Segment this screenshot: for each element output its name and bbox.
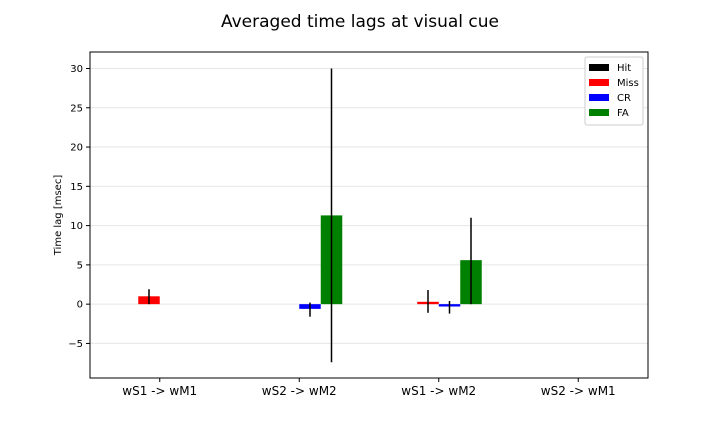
y-tick-label: 5	[77, 260, 83, 271]
y-tick-label: 25	[70, 103, 83, 114]
grid-layer	[90, 67, 648, 344]
x-tick-label: wS2 -> wM1	[541, 384, 616, 398]
y-tick-label: 15	[70, 182, 83, 193]
legend-label: Hit	[617, 63, 631, 74]
x-tick-label: wS1 -> wM1	[122, 384, 197, 398]
y-tick-label: 30	[70, 64, 83, 75]
y-tick-label: −5	[68, 339, 83, 350]
legend-swatch-cr	[589, 94, 609, 101]
y-tick-label: 0	[77, 300, 83, 311]
plot-frame	[89, 51, 649, 379]
x-tick-label: wS1 -> wM2	[401, 384, 476, 398]
y-tick-label: 10	[70, 221, 83, 232]
y-axis-label: Time lag [msec]	[53, 175, 64, 257]
legend-swatch-miss	[589, 79, 609, 86]
x-axis-ticks: wS1 -> wM1 wS2 -> wM2 wS1 -> wM2 wS2 -> wM1	[122, 378, 616, 398]
legend-label: CR	[617, 93, 631, 104]
legend-swatch-fa	[589, 109, 609, 116]
legend: Hit Miss CR FA	[584, 56, 644, 126]
legend-label: Miss	[617, 78, 639, 89]
chart-title: Averaged time lags at visual cue	[221, 12, 499, 32]
legend-label: FA	[617, 108, 629, 119]
legend-swatch-hit	[589, 64, 609, 71]
legend-box	[584, 56, 644, 126]
y-axis-ticks: 30 25 20 15 10 5 0 −5	[68, 64, 90, 350]
x-tick-label: wS2 -> wM2	[262, 384, 337, 398]
y-tick-label: 20	[70, 143, 83, 154]
bar-layer	[138, 215, 482, 309]
errorbar-layer	[148, 68, 472, 363]
